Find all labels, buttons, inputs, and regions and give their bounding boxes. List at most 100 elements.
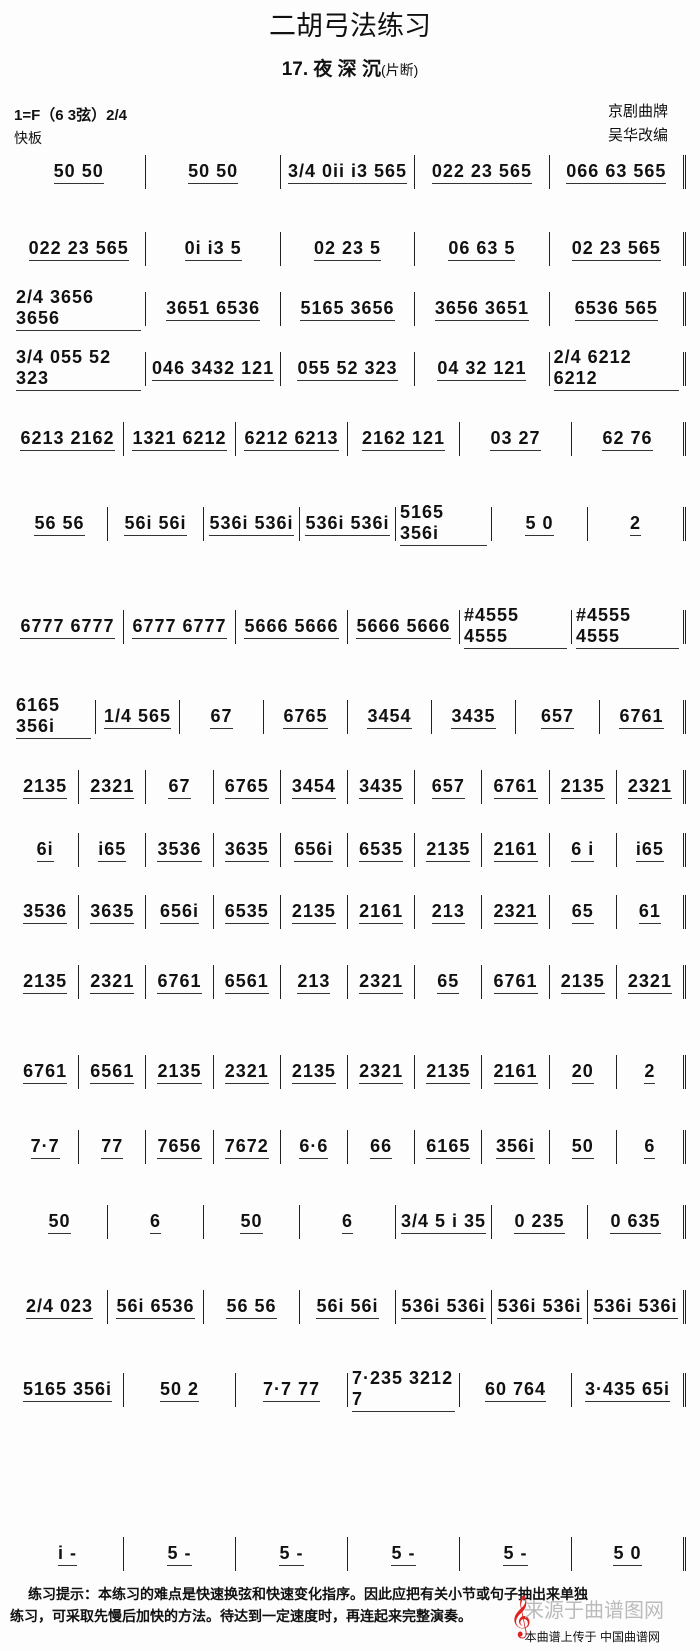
- measure-notes: 61: [638, 901, 661, 924]
- measure: 022 23 565: [12, 232, 147, 266]
- measure: 6 i: [550, 833, 617, 867]
- measure-notes: 67: [168, 776, 191, 799]
- measure-notes: 50: [571, 1136, 594, 1159]
- measure: 2162 121: [348, 422, 460, 456]
- measure-notes: 2161: [493, 1061, 538, 1084]
- measure: 5 -: [348, 1537, 460, 1571]
- measure-notes: 2135: [560, 971, 605, 994]
- measure: 6561: [214, 965, 281, 999]
- measure-notes: 3454: [367, 706, 412, 729]
- measure-notes: 2321: [90, 776, 135, 799]
- credit: 本曲谱上传于 中国曲谱网: [524, 1630, 660, 1644]
- measure-notes: 046 3432 121: [152, 358, 275, 381]
- measure: 67: [180, 700, 264, 734]
- measure-notes: 3·435 65i: [584, 1379, 671, 1402]
- measure: 2321: [79, 965, 147, 999]
- measure-notes: 5165 356i: [22, 1379, 113, 1402]
- measure: 2135: [415, 833, 483, 867]
- measure-notes: 3536: [23, 901, 68, 924]
- measure: 02 23 565: [550, 232, 687, 266]
- measure-notes: 022 23 565: [28, 238, 129, 261]
- measure-notes: 536i 536i: [401, 1296, 486, 1319]
- measure-notes: 2135: [426, 1061, 471, 1084]
- measure-notes: 60 764: [484, 1379, 547, 1402]
- measure: 2135: [12, 770, 80, 804]
- measure-notes: 356i: [496, 1136, 536, 1159]
- practice-tip: 练习提示：本练习的难点是快速换弦和快速变化指序。因此应把有关小节或句子抽出来单独: [28, 1586, 588, 1602]
- measure-notes: 3536: [157, 839, 202, 862]
- measure-notes: 6 i: [571, 839, 595, 862]
- measure: 77: [79, 1130, 147, 1164]
- measure-notes: 04 32 121: [437, 358, 527, 381]
- measure-notes: 2135: [291, 901, 336, 924]
- measure-notes: 0 635: [610, 1211, 661, 1234]
- measure-notes: 5 0: [525, 513, 554, 536]
- measure-notes: 536i 536i: [209, 513, 294, 536]
- piece-name: 17. 夜 深 沉: [281, 59, 381, 80]
- piece-note: (片断): [380, 62, 419, 78]
- measure-notes: 657: [431, 776, 465, 799]
- measure-notes: 0 235: [514, 1211, 565, 1234]
- measure-notes: 536i 536i: [497, 1296, 582, 1319]
- measure-notes: 6165 356i: [16, 695, 91, 739]
- measure: 6: [617, 1130, 687, 1164]
- measure: 2/4 023: [12, 1290, 108, 1324]
- measure-notes: 3435: [359, 776, 404, 799]
- measure: 3635: [79, 895, 147, 929]
- measure: 56i 56i: [108, 507, 204, 541]
- measure: 213: [415, 895, 483, 929]
- measure-notes: 3454: [291, 776, 336, 799]
- measure: 7·7 77: [236, 1373, 348, 1407]
- measure: 60 764: [460, 1373, 572, 1407]
- measure: 3536: [146, 833, 214, 867]
- measure: 656i: [281, 833, 349, 867]
- measure: 6761: [482, 965, 550, 999]
- measure: 56i 56i: [300, 1290, 396, 1324]
- measure: 536i 536i: [588, 1290, 686, 1324]
- measure-notes: 2135: [291, 1061, 336, 1084]
- measure-notes: 2135: [23, 776, 68, 799]
- measure-notes: 6536 565: [574, 298, 658, 321]
- measure-notes: 6213 2162: [20, 428, 115, 451]
- measure-notes: 213: [297, 971, 331, 994]
- measure-notes: 67: [210, 706, 233, 729]
- staff-row: 2135 2321 6761 6561 213 2321 65 6761 2135 2321: [12, 965, 687, 999]
- measure: 2321: [617, 965, 687, 999]
- measure-notes: 66: [370, 1136, 393, 1159]
- measure-notes: 6: [149, 1211, 161, 1234]
- measure: 0 635: [588, 1205, 686, 1239]
- measure-notes: 2: [629, 513, 641, 536]
- measure: 2161: [482, 1055, 550, 1089]
- measure-notes: 2321: [224, 1061, 269, 1084]
- measure: 6761: [146, 965, 214, 999]
- measure: 61: [617, 895, 687, 929]
- measure: 04 32 121: [415, 352, 550, 386]
- measure-notes: 6535: [359, 839, 404, 862]
- measure: 2135: [550, 770, 617, 804]
- measure-notes: 5 0: [613, 1543, 642, 1566]
- measure: 2: [588, 507, 686, 541]
- measure: 055 52 323: [281, 352, 416, 386]
- measure: 2135: [12, 965, 80, 999]
- measure-notes: 06 63 5: [448, 238, 516, 261]
- measure-notes: 657: [540, 706, 575, 729]
- staff-row: 2/4 023 56i 6536 56 56 56i 56i 536i 536i 536i…: [12, 1290, 686, 1324]
- measure-notes: 2/4 023: [25, 1296, 94, 1319]
- measure: 5 -: [460, 1537, 572, 1571]
- measure: 1/4 565: [96, 700, 180, 734]
- measure-notes: 6761: [23, 1061, 68, 1084]
- measure-notes: #4555 4555: [576, 605, 679, 649]
- measure: 7·7: [12, 1130, 80, 1164]
- measure: 3/4 5 i 35: [396, 1205, 492, 1239]
- measure: 6213 2162: [12, 422, 124, 456]
- measure-notes: 055 52 323: [297, 358, 398, 381]
- staff-row: 3536 3635 656i 6535 2135 2161 213 2321 65 61: [12, 895, 687, 929]
- measure-notes: 2321: [627, 776, 672, 799]
- staff-row: i - 5 - 5 - 5 - 5 - 5 0: [12, 1537, 686, 1571]
- staff-row: 2135 2321 67 6765 3454 3435 657 6761 2135 2321: [12, 770, 687, 804]
- measure-notes: 6561: [90, 1061, 135, 1084]
- measure: 50 50: [146, 155, 281, 189]
- measure: 2161: [348, 895, 416, 929]
- measure: 20: [550, 1055, 617, 1089]
- measure: 6·6: [281, 1130, 349, 1164]
